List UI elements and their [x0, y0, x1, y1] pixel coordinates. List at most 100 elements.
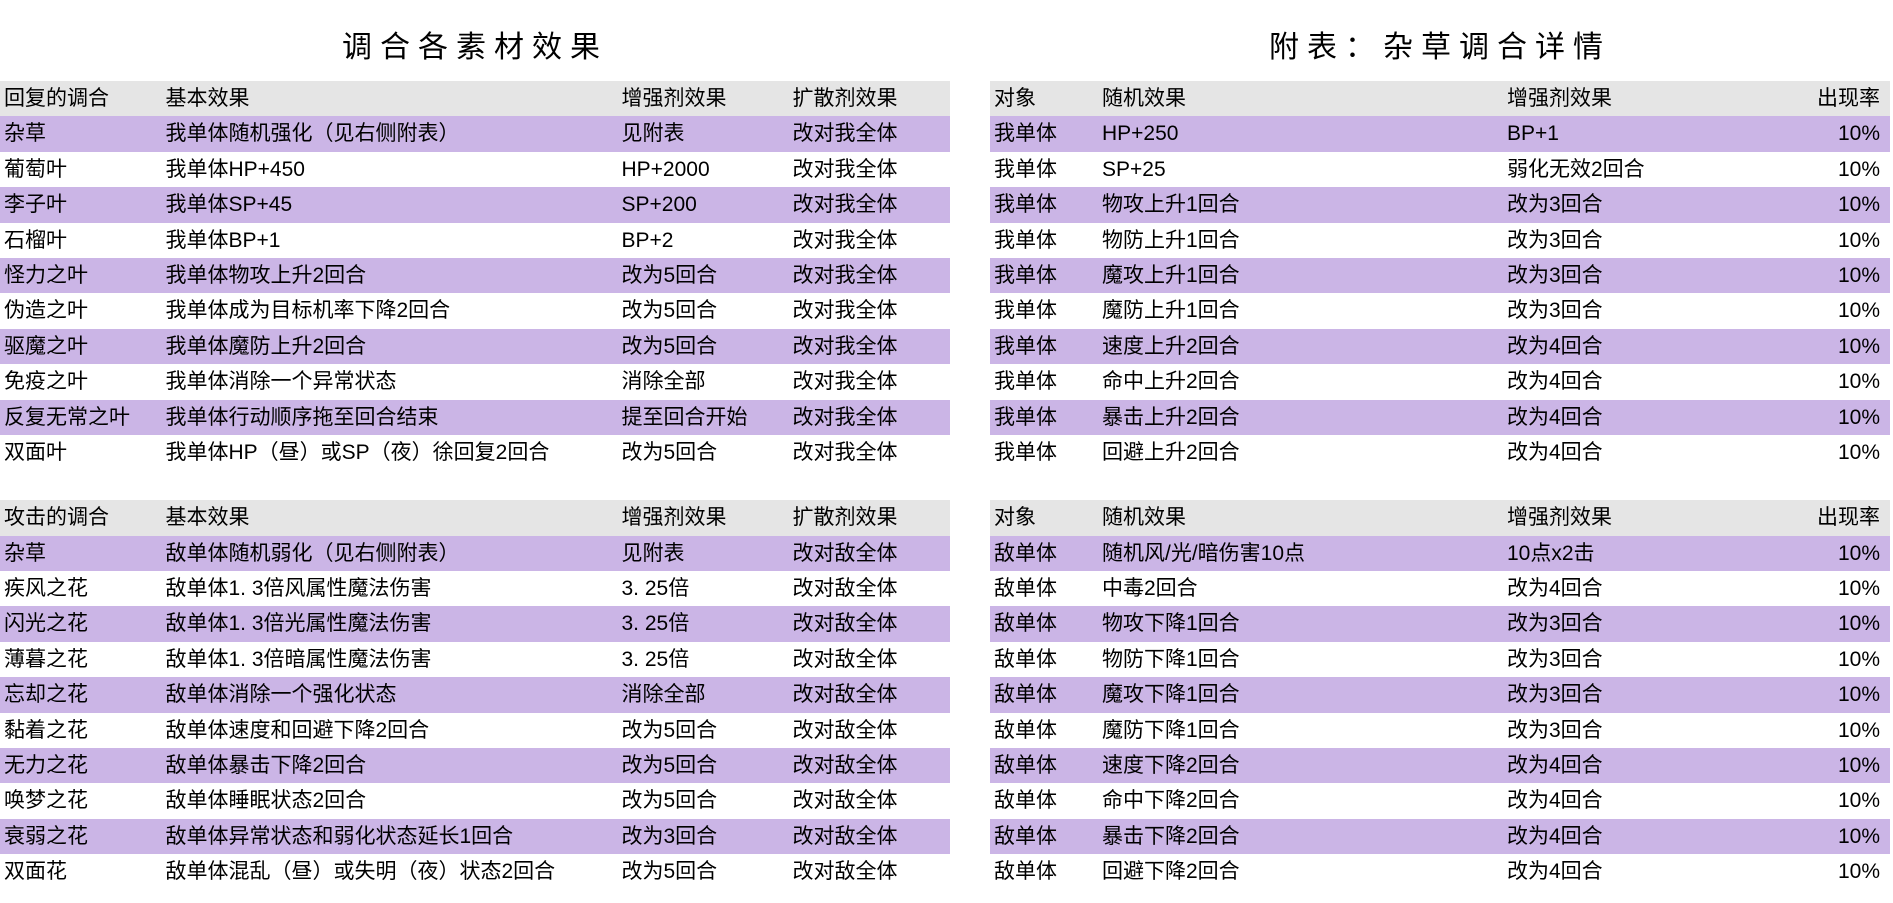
table-row: 反复无常之叶我单体行动顺序拖至回合结束提至回合开始改对我全体 [0, 400, 950, 435]
left-table-attack: 攻击的调合基本效果增强剂效果扩散剂效果杂草敌单体随机弱化（见右侧附表）见附表改对… [0, 500, 950, 889]
table-row: 疾风之花敌单体1. 3倍风属性魔法伤害3. 25倍改对敌全体 [0, 571, 950, 606]
table-cell: 物攻上升1回合 [1098, 187, 1503, 222]
table-cell: 10% [1755, 258, 1890, 293]
table-cell: 改对敌全体 [789, 536, 951, 571]
column-header: 增强剂效果 [618, 81, 789, 116]
table-row: 李子叶我单体SP+45SP+200改对我全体 [0, 187, 950, 222]
table-cell: 敌单体暴击下降2回合 [162, 748, 618, 783]
table-cell: 改为5回合 [618, 435, 789, 470]
table-row: 闪光之花敌单体1. 3倍光属性魔法伤害3. 25倍改对敌全体 [0, 606, 950, 641]
table-row: 忘却之花敌单体消除一个强化状态消除全部改对敌全体 [0, 677, 950, 712]
table-cell: 改为4回合 [1503, 854, 1755, 889]
table-row: 我单体魔攻上升1回合改为3回合10% [990, 258, 1890, 293]
table-row: 葡萄叶我单体HP+450HP+2000改对我全体 [0, 152, 950, 187]
table-cell: 回避下降2回合 [1098, 854, 1503, 889]
table-cell: 物攻下降1回合 [1098, 606, 1503, 641]
table-cell: 敌单体随机弱化（见右侧附表） [162, 536, 618, 571]
table-cell: 魔攻上升1回合 [1098, 258, 1503, 293]
table-cell: 双面花 [0, 854, 162, 889]
table-cell: 我单体BP+1 [162, 223, 618, 258]
table-cell: 魔防下降1回合 [1098, 713, 1503, 748]
table-cell: 改为4回合 [1503, 571, 1755, 606]
table-row: 敌单体魔攻下降1回合改为3回合10% [990, 677, 1890, 712]
table-row: 敌单体暴击下降2回合改为4回合10% [990, 819, 1890, 854]
table-cell: 改对我全体 [789, 258, 951, 293]
table-cell: 改为3回合 [1503, 223, 1755, 258]
table-row: 衰弱之花敌单体异常状态和弱化状态延长1回合改为3回合改对敌全体 [0, 819, 950, 854]
table-cell: 3. 25倍 [618, 571, 789, 606]
table-cell: 见附表 [618, 116, 789, 151]
table-cell: 杂草 [0, 116, 162, 151]
table-row: 双面花敌单体混乱（昼）或失明（夜）状态2回合改为5回合改对敌全体 [0, 854, 950, 889]
table-cell: 薄暮之花 [0, 642, 162, 677]
column-header: 对象 [990, 500, 1098, 535]
table-cell: 10% [1755, 187, 1890, 222]
table-cell: BP+1 [1503, 116, 1755, 151]
table-cell: 命中下降2回合 [1098, 783, 1503, 818]
table-cell: 10% [1755, 606, 1890, 641]
column-header: 回复的调合 [0, 81, 162, 116]
table-cell: 敌单体 [990, 854, 1098, 889]
table-cell: 见附表 [618, 536, 789, 571]
table-row: 敌单体随机风/光/暗伤害10点10点x2击10% [990, 536, 1890, 571]
table-cell: 10% [1755, 713, 1890, 748]
table-cell: 改对我全体 [789, 364, 951, 399]
table-cell: 敌单体1. 3倍风属性魔法伤害 [162, 571, 618, 606]
table-cell: 消除全部 [618, 677, 789, 712]
table-cell: 速度上升2回合 [1098, 329, 1503, 364]
table-cell: 物防下降1回合 [1098, 642, 1503, 677]
table-cell: 葡萄叶 [0, 152, 162, 187]
table-row: 杂草我单体随机强化（见右侧附表）见附表改对我全体 [0, 116, 950, 151]
table-cell: 改对敌全体 [789, 606, 951, 641]
table-cell: 我单体消除一个异常状态 [162, 364, 618, 399]
table-cell: 改对敌全体 [789, 571, 951, 606]
table-cell: 敌单体 [990, 642, 1098, 677]
column-header: 出现率 [1755, 500, 1890, 535]
table-cell: 改为5回合 [618, 293, 789, 328]
table-cell: 10% [1755, 571, 1890, 606]
table-cell: 回避上升2回合 [1098, 435, 1503, 470]
table-row: 怪力之叶我单体物攻上升2回合改为5回合改对我全体 [0, 258, 950, 293]
table-row: 免疫之叶我单体消除一个异常状态消除全部改对我全体 [0, 364, 950, 399]
table-cell: 疾风之花 [0, 571, 162, 606]
table-cell: 改为3回合 [1503, 606, 1755, 641]
table-cell: 我单体魔防上升2回合 [162, 329, 618, 364]
table-row: 我单体HP+250BP+110% [990, 116, 1890, 151]
table-cell: 我单体HP（昼）或SP（夜）徐回复2回合 [162, 435, 618, 470]
table-cell: 10% [1755, 677, 1890, 712]
right-table-enemy: 对象随机效果增强剂效果出现率敌单体随机风/光/暗伤害10点10点x2击10%敌单… [990, 500, 1890, 889]
table-cell: 李子叶 [0, 187, 162, 222]
table-row: 我单体物攻上升1回合改为3回合10% [990, 187, 1890, 222]
column-header: 增强剂效果 [1503, 81, 1755, 116]
table-cell: 改为5回合 [618, 713, 789, 748]
table-cell: 我单体HP+450 [162, 152, 618, 187]
table-cell: 改对我全体 [789, 223, 951, 258]
table-cell: 改为5回合 [618, 783, 789, 818]
table-cell: 石榴叶 [0, 223, 162, 258]
column-header: 随机效果 [1098, 500, 1503, 535]
table-cell: 消除全部 [618, 364, 789, 399]
column-header: 基本效果 [162, 500, 618, 535]
table-cell: 10% [1755, 642, 1890, 677]
table-cell: 我单体行动顺序拖至回合结束 [162, 400, 618, 435]
table-row: 敌单体命中下降2回合改为4回合10% [990, 783, 1890, 818]
table-cell: 敌单体混乱（昼）或失明（夜）状态2回合 [162, 854, 618, 889]
left-title: 调合各素材效果 [0, 0, 950, 81]
table-cell: 敌单体 [990, 571, 1098, 606]
table-cell: 魔攻下降1回合 [1098, 677, 1503, 712]
table-cell: 改为3回合 [1503, 258, 1755, 293]
table-cell: 改为3回合 [1503, 713, 1755, 748]
table-cell: 物防上升1回合 [1098, 223, 1503, 258]
table-row: 唤梦之花敌单体睡眠状态2回合改为5回合改对敌全体 [0, 783, 950, 818]
table-cell: 速度下降2回合 [1098, 748, 1503, 783]
table-cell: 10% [1755, 152, 1890, 187]
table-cell: 忘却之花 [0, 677, 162, 712]
table-cell: 驱魔之叶 [0, 329, 162, 364]
table-cell: 改为3回合 [1503, 187, 1755, 222]
table-cell: 改为3回合 [618, 819, 789, 854]
table-row: 敌单体速度下降2回合改为4回合10% [990, 748, 1890, 783]
table-cell: 改对我全体 [789, 187, 951, 222]
table-row: 我单体速度上升2回合改为4回合10% [990, 329, 1890, 364]
table-cell: 敌单体1. 3倍暗属性魔法伤害 [162, 642, 618, 677]
table-cell: 暴击上升2回合 [1098, 400, 1503, 435]
